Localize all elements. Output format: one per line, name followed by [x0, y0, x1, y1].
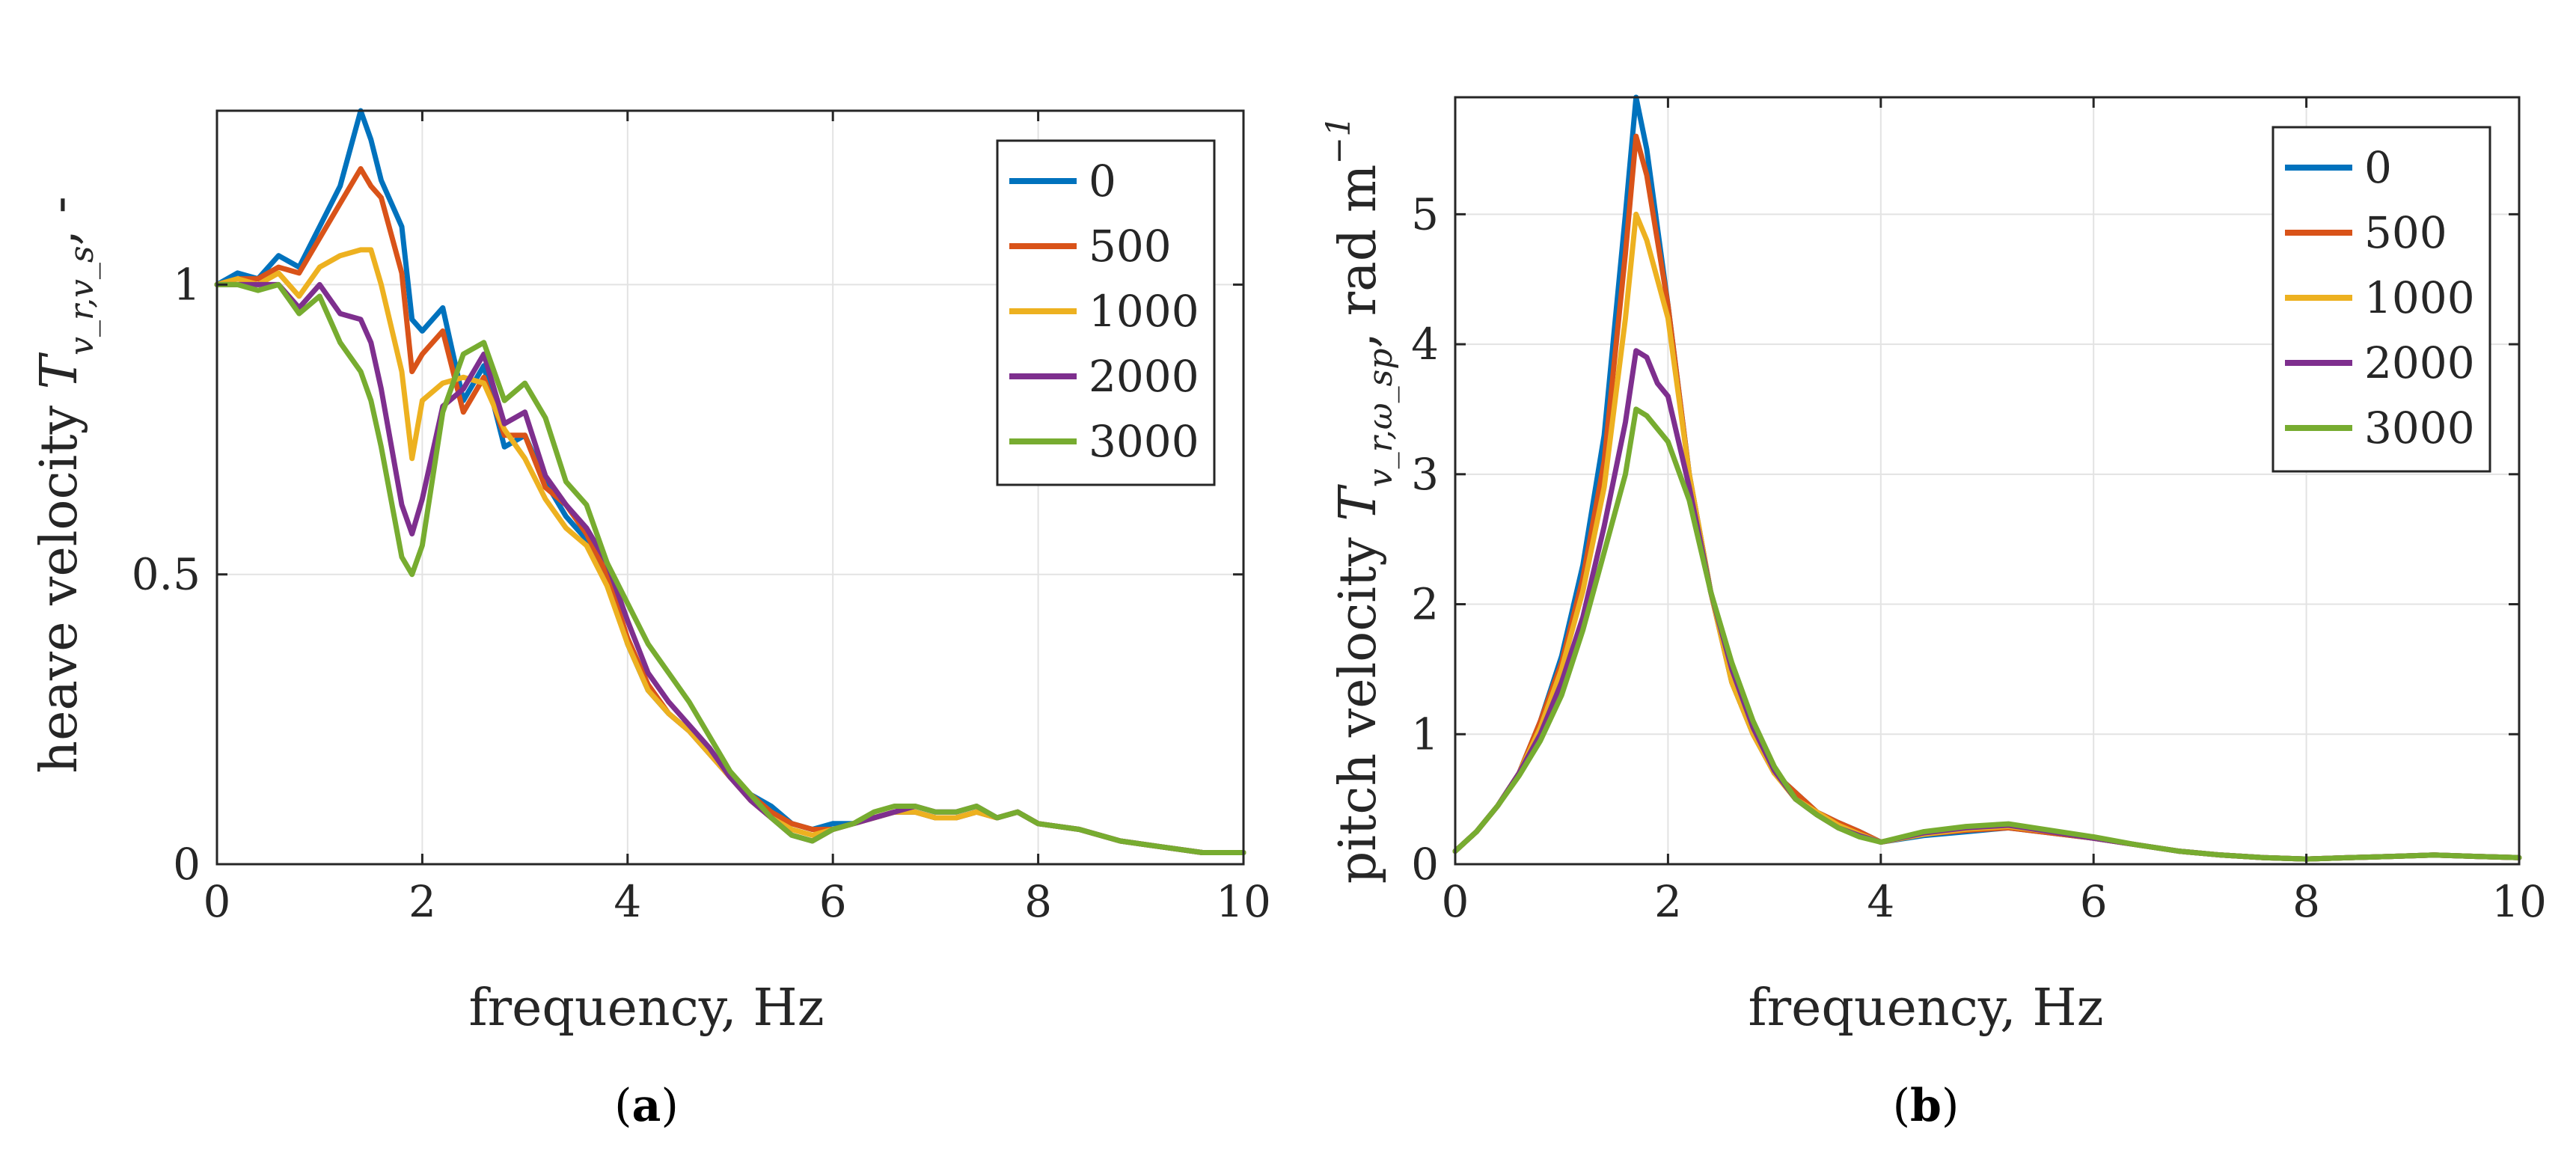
- panel-a-x-axis-label: frequency, Hz: [468, 979, 824, 1038]
- panel-b-y-tick-label: 4: [1411, 319, 1439, 370]
- panel-a-legend-label-0: 0: [1089, 156, 1116, 207]
- panel-b-y-tick-label: 5: [1411, 189, 1439, 239]
- panel-a-legend-label-1000: 1000: [1089, 286, 1199, 337]
- panel-a-y-axis-label: heave velocity Tv_r,v_s, -: [30, 196, 101, 773]
- panel-b-y-tick-label: 3: [1411, 449, 1439, 500]
- panel-b-x-tick-label: 0: [1442, 876, 1469, 927]
- panel-b-x-tick-label: 2: [1654, 876, 1682, 927]
- panel-a-legend: 0 500 1000 2000 3000: [996, 139, 1216, 486]
- panel-b-legend-label-0: 0: [2364, 142, 2392, 193]
- panel-a-y-tick-label: 0.5: [132, 549, 201, 600]
- panel-b-x-tick-label: 6: [2080, 876, 2108, 927]
- panel-b-plot-frame: [1454, 96, 2521, 866]
- panel-b-caption: (b): [1893, 1080, 1959, 1132]
- panel-b-y-tick-label: 1: [1411, 709, 1439, 759]
- panel-b-legend-label-1000: 1000: [2364, 272, 2475, 323]
- panel-b-x-tick-label: 10: [2491, 876, 2547, 927]
- panel-a-chart: 0 2 4 6 8 10 0 0.5 1 frequency, Hz heave velocit…: [30, 108, 1271, 1132]
- panel-b-legend-label-2000: 2000: [2364, 337, 2475, 388]
- panel-a-x-tick-label: 2: [409, 876, 436, 927]
- panel-a-x-tick-label: 4: [614, 876, 641, 927]
- panel-a-legend-label-2000: 2000: [1089, 351, 1199, 402]
- panel-b-legend-label-3000: 3000: [2364, 403, 2475, 453]
- panel-a-caption: (a): [614, 1080, 679, 1132]
- panel-a-x-tick-label: 6: [819, 876, 847, 927]
- panel-b-y-tick-label: 0: [1411, 839, 1439, 890]
- panel-b-series: [1452, 94, 2522, 862]
- panel-b-y-axis-label: pitch velocity Tv_r,ω_sp, rad m−1: [1320, 116, 1400, 884]
- panel-a-series: [214, 108, 1246, 855]
- panel-a-y-tick-label: 0: [173, 839, 201, 890]
- panel-a-x-tick-label: 10: [1216, 876, 1271, 927]
- panel-a-series-line-1000: [214, 247, 1246, 855]
- panel-b-x-tick-label: 8: [2292, 876, 2320, 927]
- panel-a-legend-label-500: 500: [1089, 221, 1172, 272]
- panel-b-series-line-3000: [1452, 406, 2522, 862]
- panel-b-y-tick-label: 2: [1411, 579, 1439, 630]
- panel-b-x-tick-label: 4: [1867, 876, 1894, 927]
- panel-b-chart: 0 2 4 6 8 10 0 1 2 3 4 5 frequency, Hz pitch veloci…: [1320, 94, 2547, 1132]
- panel-a-legend-label-3000: 3000: [1089, 416, 1199, 467]
- panel-b-axes: [1454, 96, 2521, 866]
- panel-b-x-axis-label: frequency, Hz: [1748, 979, 2103, 1038]
- panel-b-legend-label-500: 500: [2364, 207, 2447, 258]
- panel-a-plot-frame: [215, 109, 1245, 866]
- panel-b-legend: 0 500 1000 2000 3000: [2271, 126, 2491, 473]
- panel-a-y-tick-label: 1: [173, 259, 201, 310]
- panel-a-series-line-3000: [214, 281, 1246, 855]
- panel-a-x-tick-label: 0: [204, 876, 231, 927]
- panel-b-ticks: 0 2 4 6 8 10 0 1 2 3 4 5: [1411, 97, 2547, 927]
- panel-a-axes: [215, 109, 1245, 866]
- panel-a-ticks: 0 2 4 6 8 10 0 0.5 1: [132, 111, 1271, 927]
- panel-a-x-tick-label: 8: [1024, 876, 1052, 927]
